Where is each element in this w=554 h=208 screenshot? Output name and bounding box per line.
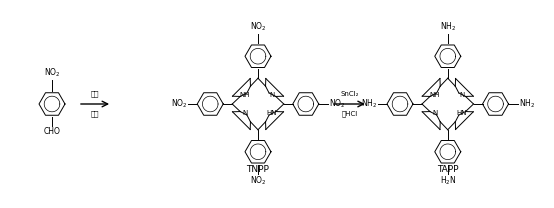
- Text: NH: NH: [429, 92, 440, 98]
- Text: NO$_2$: NO$_2$: [171, 98, 187, 110]
- Text: HN: HN: [266, 110, 277, 116]
- Text: HN: HN: [456, 110, 467, 116]
- Text: NH$_2$: NH$_2$: [519, 98, 535, 110]
- Text: N: N: [269, 92, 275, 98]
- Text: NH$_2$: NH$_2$: [361, 98, 377, 110]
- Text: CHO: CHO: [44, 127, 60, 136]
- Text: 乳酸: 乳酸: [91, 90, 99, 97]
- Text: SnCl₂: SnCl₂: [341, 91, 359, 97]
- Text: TNPP: TNPP: [247, 165, 269, 174]
- Text: NH$_2$: NH$_2$: [440, 21, 456, 33]
- Text: NO$_2$: NO$_2$: [250, 21, 266, 33]
- Text: N: N: [459, 92, 464, 98]
- Text: N: N: [243, 110, 248, 116]
- Text: NO$_2$: NO$_2$: [44, 67, 60, 79]
- Text: N: N: [432, 110, 438, 116]
- Text: NO$_2$: NO$_2$: [250, 175, 266, 187]
- Text: NO$_2$: NO$_2$: [329, 98, 346, 110]
- Text: H$_2$N: H$_2$N: [439, 175, 456, 187]
- Text: TAPP: TAPP: [437, 165, 459, 174]
- Text: NH: NH: [240, 92, 250, 98]
- Text: 浓HCl: 浓HCl: [342, 110, 358, 117]
- Text: 吵咐: 吵咐: [91, 110, 99, 117]
